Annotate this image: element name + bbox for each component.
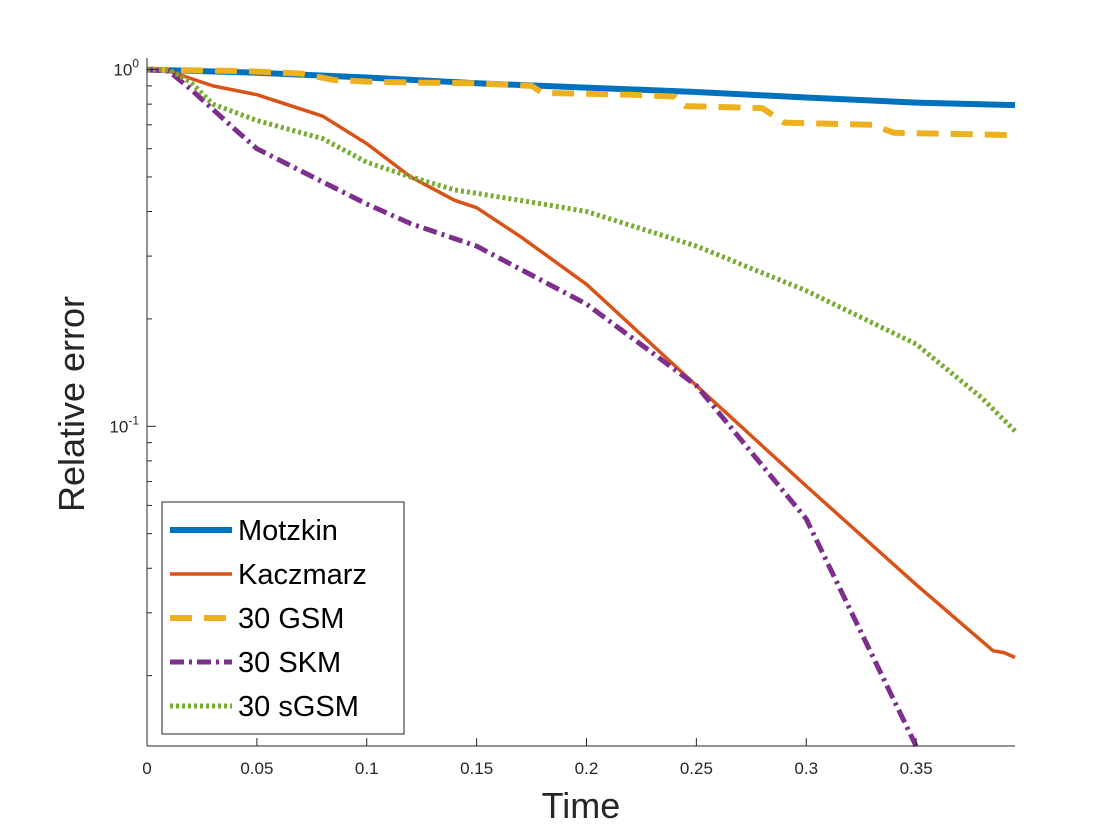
legend: Motzkin Kaczmarz 30 GSM 30 SKM 30 sGSM [161,501,405,735]
legend-box [161,501,405,735]
x-tick-label: 0.35 [900,759,933,778]
series-line-30-sgsm [147,67,1017,433]
series-layer [146,66,1017,748]
y-ticks: 100 10-1 [109,57,156,677]
series-line-30-gsm [146,66,1016,139]
legend-label: 30 GSM [238,603,344,635]
legend-label: 30 sGSM [238,691,359,723]
series-line-kaczmarz [146,67,1016,660]
x-tick-label: 0.2 [575,759,599,778]
y-axis-title: Relative error [51,296,92,512]
legend-label: Kaczmarz [238,559,367,591]
x-tick-label: 0.15 [460,759,493,778]
x-ticks: 0 0.05 0.1 0.15 0.2 0.25 0.3 0.35 [142,738,933,778]
y-tick-label: 10-1 [109,413,139,436]
x-tick-label: 0 [142,759,151,778]
x-tick-label: 0.3 [794,759,818,778]
x-tick-label: 0.05 [240,759,273,778]
x-tick-label: 0.1 [355,759,379,778]
x-tick-label: 0.25 [680,759,713,778]
y-tick-label: 100 [113,57,139,80]
legend-label: 30 SKM [238,647,341,679]
x-axis-title: Time [542,785,621,826]
series-line-30-skm [146,67,919,748]
legend-label: Motzkin [238,515,338,547]
